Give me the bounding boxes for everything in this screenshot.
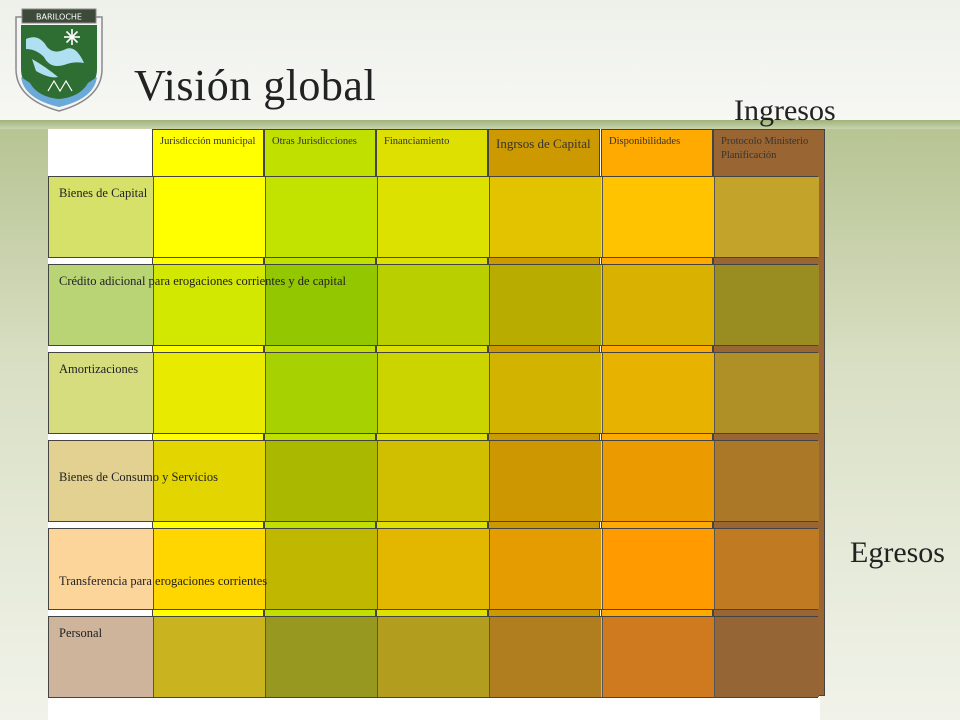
- logo-text: BARILOCHE: [36, 13, 82, 22]
- left-background: [0, 129, 48, 720]
- matrix-cell: [377, 177, 489, 257]
- matrix-cell: [153, 441, 265, 521]
- matrix-cell: [377, 529, 489, 609]
- matrix-cell: [714, 617, 819, 697]
- matrix-cell: [153, 529, 265, 609]
- matrix-cell: [489, 353, 601, 433]
- expense-row-label: Bienes de Consumo y Servicios: [59, 470, 219, 484]
- matrix-cell: [153, 177, 265, 257]
- income-column-label: Disponibilidades: [609, 136, 681, 147]
- matrix-cell: [714, 529, 819, 609]
- expense-row-label: Crédito adicional para erogaciones corri…: [59, 274, 347, 288]
- matrix-cell: [377, 353, 489, 433]
- bariloche-shield-icon: BARILOCHE: [15, 8, 103, 112]
- ingresos-label: Ingresos: [734, 94, 836, 127]
- income-column-label: Jurisdicción municipal: [160, 136, 256, 147]
- expense-row-label: Bienes de Capital: [59, 186, 148, 200]
- income-column-label: Otras Jurisdicciones: [272, 136, 357, 147]
- matrix-cell: [265, 265, 377, 345]
- matrix-cell: [602, 353, 714, 433]
- right-background: [820, 129, 960, 720]
- matrix-cell: [714, 353, 819, 433]
- matrix-cell: [153, 617, 265, 697]
- matrix-cell: [265, 177, 377, 257]
- matrix-cell: [602, 265, 714, 345]
- income-column-label: Ingrsos de Capital: [496, 136, 591, 151]
- matrix-cell: [602, 441, 714, 521]
- matrix-cell: [377, 617, 489, 697]
- matrix-cell: [153, 265, 265, 345]
- matrix-cell: [602, 529, 714, 609]
- matrix-cell: [714, 177, 819, 257]
- matrix-cell: [265, 529, 377, 609]
- expense-row-label: Amortizaciones: [59, 362, 139, 376]
- matrix-cell: [489, 529, 601, 609]
- matrix-cell: [602, 177, 714, 257]
- header-background: [0, 0, 960, 125]
- page-title: Visión global: [134, 61, 377, 110]
- matrix-cell: [153, 353, 265, 433]
- matrix-cell: [714, 265, 819, 345]
- expense-row-label: Personal: [59, 626, 103, 640]
- matrix-cell: [265, 353, 377, 433]
- expense-row-5: Transferencia para erogaciones corriente…: [48, 528, 819, 610]
- matrix-cell: [377, 441, 489, 521]
- egresos-label: Egresos: [850, 536, 945, 569]
- matrix-cell: [265, 441, 377, 521]
- expense-row-3: Amortizaciones: [48, 352, 819, 434]
- matrix-cell: [377, 265, 489, 345]
- income-column-label: Protocolo Ministerio Planificación: [721, 136, 809, 161]
- matrix-cell: [489, 441, 601, 521]
- matrix-cell: [602, 617, 714, 697]
- expense-row-label: Transferencia para erogaciones corriente…: [59, 574, 268, 588]
- matrix-cell: [265, 617, 377, 697]
- income-column-label: Financiamiento: [384, 136, 450, 147]
- matrix-cell: [489, 177, 601, 257]
- matrix-cell: [714, 441, 819, 521]
- matrix-cell: [489, 265, 601, 345]
- matrix-cell: [489, 617, 601, 697]
- expense-row-2: Crédito adicional para erogaciones corri…: [48, 264, 819, 346]
- expense-row-4: Bienes de Consumo y Servicios: [48, 440, 819, 522]
- expense-row-6: Personal: [48, 616, 819, 698]
- expense-row-1: Bienes de Capital: [48, 176, 819, 258]
- header-divider: [0, 120, 960, 129]
